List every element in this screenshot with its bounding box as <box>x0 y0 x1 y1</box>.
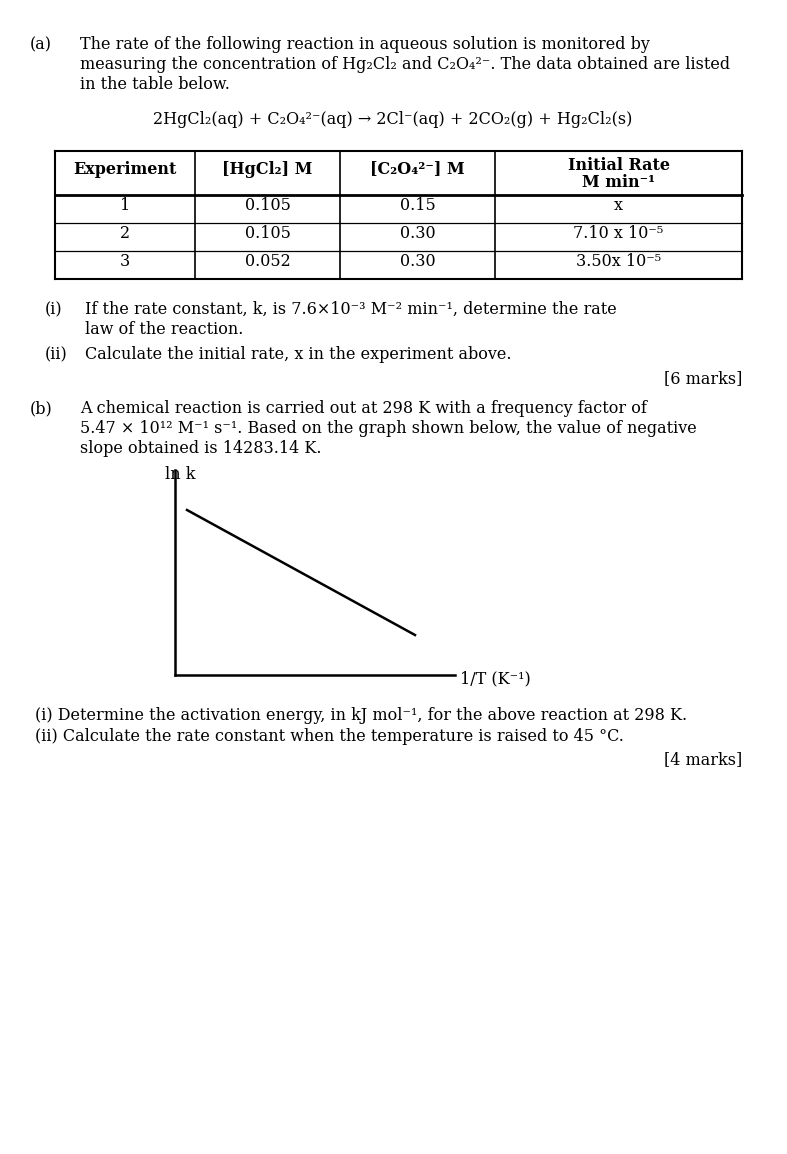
Text: slope obtained is 14283.14 K.: slope obtained is 14283.14 K. <box>80 440 322 457</box>
Text: 2: 2 <box>120 225 130 241</box>
Text: 3: 3 <box>120 253 130 270</box>
Text: [C₂O₄²⁻] M: [C₂O₄²⁻] M <box>370 160 465 178</box>
Text: in the table below.: in the table below. <box>80 76 230 93</box>
Text: 5.47 × 10¹² M⁻¹ s⁻¹. Based on the graph shown below, the value of negative: 5.47 × 10¹² M⁻¹ s⁻¹. Based on the graph … <box>80 420 696 437</box>
Text: law of the reaction.: law of the reaction. <box>85 321 243 338</box>
Text: 0.052: 0.052 <box>245 253 290 270</box>
Text: 0.30: 0.30 <box>400 253 435 270</box>
Text: The rate of the following reaction in aqueous solution is monitored by: The rate of the following reaction in aq… <box>80 36 650 53</box>
Text: 1/T (K⁻¹): 1/T (K⁻¹) <box>460 670 530 687</box>
Text: [6 marks]: [6 marks] <box>663 370 742 387</box>
Text: (i) Determine the activation energy, in kJ mol⁻¹, for the above reaction at 298 : (i) Determine the activation energy, in … <box>35 707 687 724</box>
Text: 0.105: 0.105 <box>245 225 290 241</box>
Text: [HgCl₂] M: [HgCl₂] M <box>222 160 312 178</box>
Text: (b): (b) <box>30 400 53 417</box>
Text: Experiment: Experiment <box>73 160 177 178</box>
Text: (a): (a) <box>30 36 52 53</box>
Text: (ii): (ii) <box>45 346 68 364</box>
Text: (i): (i) <box>45 301 63 319</box>
Text: (ii) Calculate the rate constant when the temperature is raised to 45 °C.: (ii) Calculate the rate constant when th… <box>35 728 624 745</box>
Text: 0.105: 0.105 <box>245 196 290 213</box>
Text: x: x <box>614 196 623 213</box>
Text: 1: 1 <box>120 196 130 213</box>
Text: 3.50x 10⁻⁵: 3.50x 10⁻⁵ <box>576 253 661 270</box>
Text: 0.30: 0.30 <box>400 225 435 241</box>
Text: measuring the concentration of Hg₂Cl₂ and C₂O₄²⁻. The data obtained are listed: measuring the concentration of Hg₂Cl₂ an… <box>80 57 730 73</box>
Text: Calculate the initial rate, x in the experiment above.: Calculate the initial rate, x in the exp… <box>85 346 512 364</box>
Text: A chemical reaction is carried out at 298 K with a frequency factor of: A chemical reaction is carried out at 29… <box>80 400 647 417</box>
Text: 7.10 x 10⁻⁵: 7.10 x 10⁻⁵ <box>574 225 663 241</box>
Text: Initial Rate: Initial Rate <box>567 157 670 174</box>
Text: M min⁻¹: M min⁻¹ <box>582 174 655 192</box>
Text: If the rate constant, k, is 7.6×10⁻³ M⁻² min⁻¹, determine the rate: If the rate constant, k, is 7.6×10⁻³ M⁻²… <box>85 301 617 319</box>
Text: 0.15: 0.15 <box>400 196 435 213</box>
Text: 2HgCl₂(aq) + C₂O₄²⁻(aq) → 2Cl⁻(aq) + 2CO₂(g) + Hg₂Cl₂(s): 2HgCl₂(aq) + C₂O₄²⁻(aq) → 2Cl⁻(aq) + 2CO… <box>153 111 633 128</box>
Text: [4 marks]: [4 marks] <box>663 751 742 769</box>
Text: ln k: ln k <box>165 466 195 484</box>
